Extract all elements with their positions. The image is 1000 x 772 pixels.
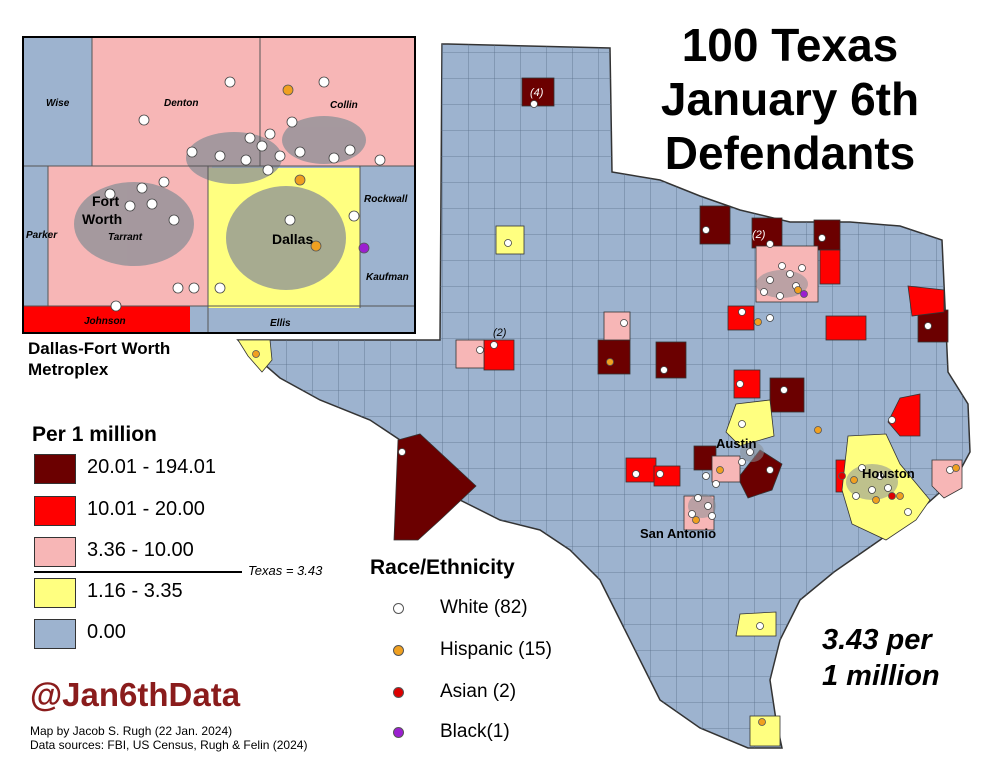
black-dot-icon bbox=[393, 727, 404, 738]
state-rate-line bbox=[34, 571, 242, 573]
author-handle: @Jan6thData bbox=[30, 676, 241, 713]
legend-swatch bbox=[34, 496, 76, 526]
city-label-san-antonio: San Antonio bbox=[640, 526, 716, 541]
legend-item: 1.16 - 3.35 bbox=[34, 578, 294, 610]
race-legend-title: Race/Ethnicity bbox=[370, 556, 515, 579]
inset-county-wise: Wise bbox=[46, 98, 70, 109]
state-rate-note: Texas = 3.43 bbox=[248, 563, 323, 578]
hispanic-dot-icon bbox=[393, 645, 404, 656]
legend-swatch bbox=[34, 454, 76, 484]
legend-label: 1.16 - 3.35 bbox=[87, 580, 183, 602]
legend-swatch bbox=[34, 578, 76, 608]
rate-line2: 1 million bbox=[822, 660, 940, 692]
legend-item: 3.36 - 10.00 bbox=[34, 537, 294, 569]
legend-item: 20.01 - 194.01 bbox=[34, 454, 294, 486]
inset-caption-line2: Metroplex bbox=[28, 360, 109, 379]
dfw-inset-svg: Wise Denton Collin Rockwall Parker Tarra… bbox=[24, 38, 414, 332]
inset-county-tarrant: Tarrant bbox=[108, 232, 143, 243]
map-credit: Map by Jacob S. Rugh (22 Jan. 2024) Data… bbox=[30, 724, 307, 752]
inset-county-rockwall: Rockwall bbox=[364, 194, 408, 205]
county-count-label: (4) bbox=[530, 87, 544, 99]
title-line3: Defendants bbox=[664, 127, 916, 179]
title-line2: January 6th bbox=[660, 73, 920, 125]
page-title: 100 Texas January 6th Defendants bbox=[610, 18, 970, 180]
inset-caption-line1: Dallas-Fort Worth bbox=[28, 339, 171, 358]
legend-item: 0.00 bbox=[34, 619, 294, 651]
inset-city-dallas: Dallas bbox=[272, 231, 313, 247]
legend-swatch bbox=[34, 619, 76, 649]
statewide-rate: 3.43 per 1 million bbox=[822, 622, 940, 694]
legend-label: 3.36 - 10.00 bbox=[87, 539, 194, 561]
inset-county-parker: Parker bbox=[26, 230, 58, 241]
inset-county-denton: Denton bbox=[164, 98, 198, 109]
city-label-houston: Houston bbox=[862, 466, 915, 481]
inset-county-ellis: Ellis bbox=[270, 318, 291, 329]
rate-line1: 3.43 per bbox=[822, 624, 932, 656]
inset-county-kaufman: Kaufman bbox=[366, 272, 409, 283]
county-count-label: (2) bbox=[493, 327, 507, 339]
white-dots bbox=[398, 100, 954, 630]
race-label: Asian (2) bbox=[440, 681, 517, 702]
asian-dots bbox=[838, 472, 896, 500]
legend-label: 0.00 bbox=[87, 621, 126, 643]
race-label: Black(1) bbox=[440, 721, 510, 742]
legend-label: 10.01 - 20.00 bbox=[87, 498, 205, 520]
legend-item: 10.01 - 20.00 bbox=[34, 496, 294, 528]
legend-swatch bbox=[34, 537, 76, 567]
legend-title: Per 1 million bbox=[32, 423, 157, 446]
race-label: White (82) bbox=[440, 597, 528, 618]
inset-city-worth: Worth bbox=[82, 211, 122, 227]
inset-county-collin: Collin bbox=[330, 100, 358, 111]
title-line1: 100 Texas bbox=[681, 19, 899, 71]
county-count-label: (2) bbox=[752, 229, 766, 241]
city-label-austin: Austin bbox=[716, 436, 757, 451]
hispanic-dots bbox=[252, 286, 960, 726]
inset-city-fort: Fort bbox=[92, 193, 120, 209]
counties-dark-red bbox=[393, 77, 949, 541]
credit-line2: Data sources: FBI, US Census, Rugh & Fel… bbox=[30, 738, 308, 752]
asian-dot-icon bbox=[393, 687, 404, 698]
inset-caption: Dallas-Fort Worth Metroplex bbox=[28, 338, 170, 380]
credit-line1: Map by Jacob S. Rugh (22 Jan. 2024) bbox=[30, 724, 233, 738]
race-label: Hispanic (15) bbox=[440, 639, 552, 660]
legend-label: 20.01 - 194.01 bbox=[87, 456, 216, 478]
white-dot-icon bbox=[393, 603, 404, 614]
dfw-inset-map: Wise Denton Collin Rockwall Parker Tarra… bbox=[22, 36, 416, 334]
black-dots bbox=[800, 290, 808, 298]
inset-county-johnson: Johnson bbox=[84, 316, 126, 327]
